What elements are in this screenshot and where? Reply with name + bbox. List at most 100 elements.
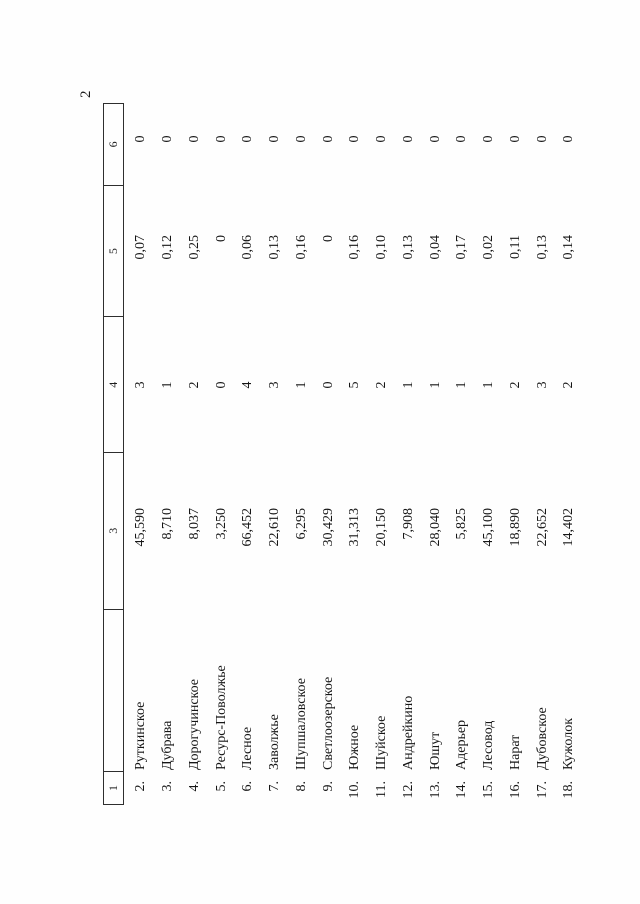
cell-row-number: 12.	[400, 781, 416, 799]
cell-row-number: 8.	[293, 781, 309, 792]
cell-col6-value: 0	[400, 135, 416, 143]
cell-name: Адерьер	[454, 719, 470, 770]
header-cell-6: 6	[104, 104, 123, 186]
cell-col3-value: 31,313	[347, 508, 363, 547]
cell-row-number: 10.	[347, 781, 363, 799]
table-row: 5. Ресурс-Поволжье 3,250 0 0 0	[208, 103, 235, 805]
table-row: 15. Лесовод 45,100 1 0,02 0	[476, 103, 503, 805]
cell-col3-value: 7,908	[400, 508, 416, 540]
table-row: 3. Дубрава 8,710 1 0,12 0	[155, 103, 182, 805]
table-row: 11. Шуйское 20,150 2 0,10 0	[369, 103, 396, 805]
cell-name: Шупшаловское	[293, 678, 309, 770]
cell-col6-value: 0	[347, 135, 363, 143]
table-row: 10. Южное 31,313 5 0,16 0	[342, 103, 369, 805]
cell-col6-value: 0	[427, 135, 443, 143]
cell-col3-value: 6,295	[293, 508, 309, 540]
table-row: 14. Адерьер 5,825 1 0,17 0	[449, 103, 476, 805]
cell-col4-value: 1	[481, 381, 497, 389]
cell-col3-value: 66,452	[240, 508, 256, 547]
cell-col3-value: 8,037	[186, 508, 202, 540]
cell-row-number: 17.	[534, 781, 550, 799]
table-row: 4. Дорогучинское 8,037 2 0,25 0	[182, 103, 209, 805]
cell-col6-value: 0	[320, 135, 336, 143]
data-table: 1 3 4 5 6 2. Руткинское 45,590 3 0,07 0 3. Дубр…	[103, 103, 583, 805]
header-cell-1: 1	[106, 785, 120, 792]
header-cell-5: 5	[104, 185, 123, 318]
cell-name: Нарат	[507, 734, 523, 770]
cell-col5-value: 0,13	[400, 235, 416, 260]
cell-row-number: 2.	[133, 781, 149, 792]
cell-name: Ресурс-Поволжье	[213, 665, 229, 770]
cell-col4-value: 5	[347, 381, 363, 389]
table-row: 12. Андрейкино 7,908 1 0,13 0	[396, 103, 423, 805]
cell-name: Шуйское	[374, 715, 390, 770]
table-header-row: 1 3 4 5 6	[103, 103, 124, 805]
cell-row-number: 6.	[240, 781, 256, 792]
cell-col4-value: 3	[267, 381, 283, 389]
cell-col6-value: 0	[507, 135, 523, 143]
cell-name: Дубрава	[160, 720, 176, 770]
cell-col5-value: 0,16	[293, 235, 309, 260]
cell-col3-value: 45,590	[133, 508, 149, 547]
table-row: 13. Юшут 28,040 1 0,04 0	[422, 103, 449, 805]
cell-name: Руткинское	[133, 701, 149, 770]
cell-col6-value: 0	[374, 135, 390, 143]
cell-col5-value: 0,13	[534, 235, 550, 260]
cell-col6-value: 0	[160, 135, 176, 143]
cell-col5-value: 0,17	[454, 235, 470, 260]
cell-col5-value: 0	[320, 235, 336, 242]
cell-name: Юшут	[427, 731, 443, 770]
cell-col4-value: 3	[534, 381, 550, 389]
cell-col5-value: 0,11	[507, 235, 523, 259]
page-number: 2	[78, 90, 94, 98]
header-cell-4: 4	[104, 317, 123, 454]
cell-col3-value: 3,250	[213, 508, 229, 540]
header-cell-3: 3	[104, 453, 123, 610]
cell-name: Кужолок	[561, 717, 577, 770]
cell-col4-value: 2	[507, 381, 523, 389]
table-row: 18. Кужолок 14,402 2 0,14 0	[556, 103, 583, 805]
cell-col4-value: 1	[427, 381, 443, 389]
cell-col3-value: 30,429	[320, 508, 336, 547]
cell-col3-value: 18,890	[507, 508, 523, 547]
cell-name: Лесное	[240, 726, 256, 770]
cell-row-number: 5.	[213, 781, 229, 792]
cell-col6-value: 0	[267, 135, 283, 143]
cell-name: Дубовское	[534, 707, 550, 770]
cell-row-number: 11.	[374, 781, 390, 798]
cell-col3-value: 20,150	[374, 508, 390, 547]
cell-row-number: 7.	[267, 781, 283, 792]
cell-col4-value: 1	[454, 381, 470, 389]
cell-row-number: 9.	[320, 781, 336, 792]
cell-col6-value: 0	[481, 135, 497, 143]
cell-col5-value: 0,16	[347, 235, 363, 260]
cell-col5-value: 0	[213, 235, 229, 242]
cell-col6-value: 0	[186, 135, 202, 143]
cell-col5-value: 0,10	[374, 235, 390, 260]
table-body: 2. Руткинское 45,590 3 0,07 0 3. Дубрава 8,710 1 0…	[124, 103, 583, 805]
cell-col6-value: 0	[454, 135, 470, 143]
table-row: 6. Лесное 66,452 4 0,06 0	[235, 103, 262, 805]
cell-col3-value: 45,100	[481, 508, 497, 547]
cell-col3-value: 22,610	[267, 508, 283, 547]
table-row: 17. Дубовское 22,652 3 0,13 0	[529, 103, 556, 805]
cell-col4-value: 3	[133, 381, 149, 389]
cell-row-number: 16.	[507, 781, 523, 799]
cell-name: Лесовод	[481, 720, 497, 770]
cell-col5-value: 0,02	[481, 235, 497, 260]
cell-col3-value: 5,825	[454, 508, 470, 540]
cell-col4-value: 0	[320, 381, 336, 389]
table-row: 9. Светлоозерское 30,429 0 0 0	[315, 103, 342, 805]
cell-col5-value: 0,04	[427, 235, 443, 260]
cell-row-number: 13.	[427, 781, 443, 799]
cell-col6-value: 0	[133, 135, 149, 143]
table-row: 16. Нарат 18,890 2 0,11 0	[503, 103, 530, 805]
cell-name: Дорогучинское	[186, 678, 202, 770]
cell-name: Южное	[347, 724, 363, 770]
cell-name: Андрейкино	[400, 695, 416, 770]
table-row: 2. Руткинское 45,590 3 0,07 0	[128, 103, 155, 805]
cell-col3-value: 28,040	[427, 508, 443, 547]
cell-row-number: 14.	[454, 781, 470, 799]
